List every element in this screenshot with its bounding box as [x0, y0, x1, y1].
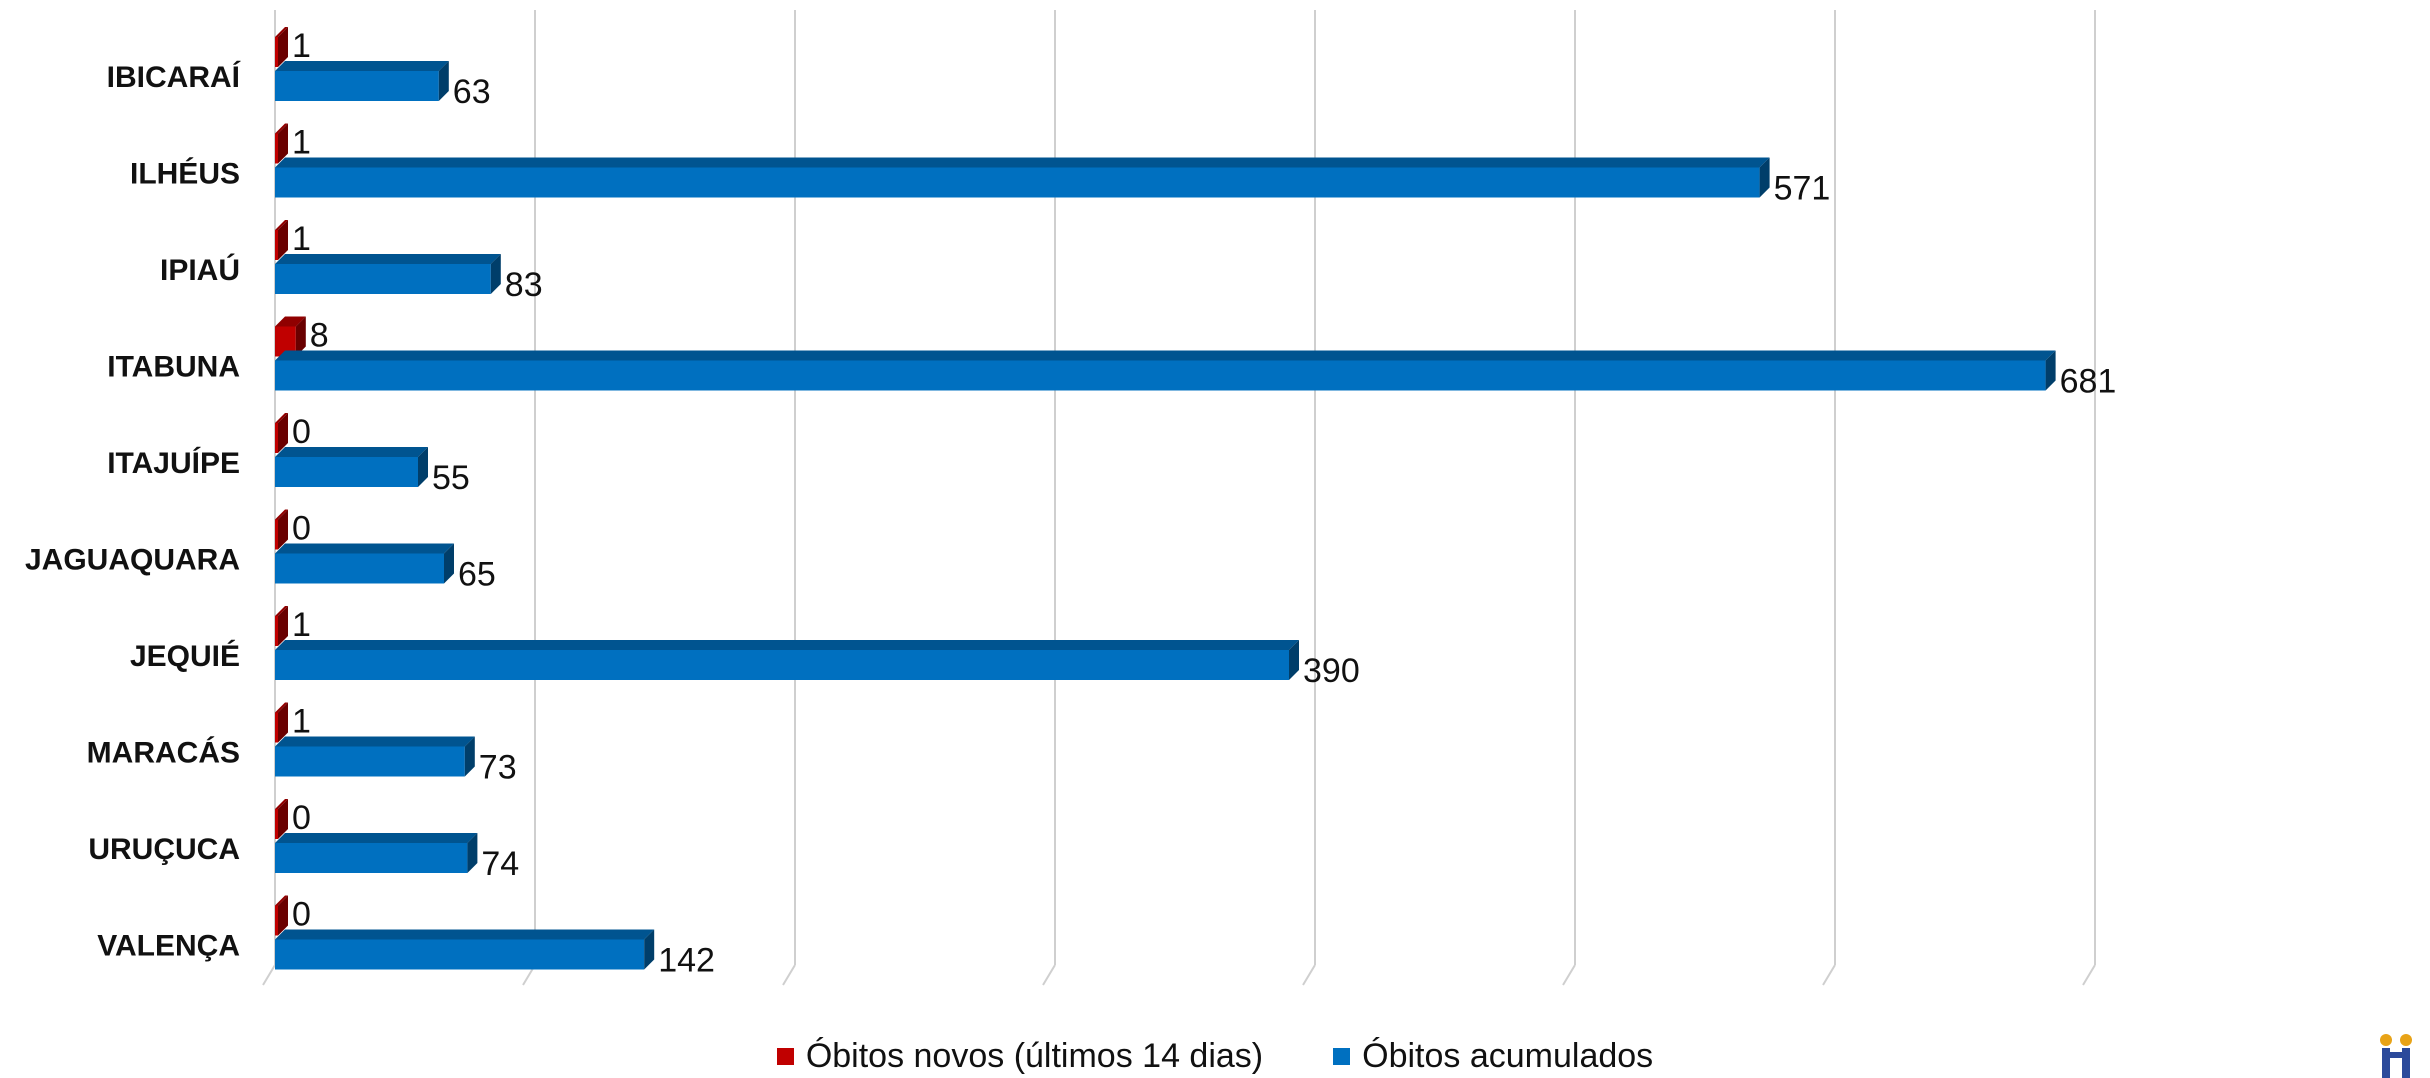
legend: Óbitos novos (últimos 14 dias) Óbitos ac…	[0, 1036, 2430, 1076]
data-label: 142	[658, 942, 715, 980]
gridline-floor-tick	[2082, 964, 2096, 986]
category-label: ITABUNA	[107, 351, 240, 384]
legend-item-new-deaths: Óbitos novos (últimos 14 dias)	[776, 1036, 1264, 1076]
category-label: ILHÉUS	[130, 157, 240, 191]
bar-new-deaths	[275, 123, 288, 164]
bar-chart: IBICARAÍ ILHÉUS IPIAÚ ITABUNA ITAJUÍPE JAGUAQ…	[25, 10, 2116, 986]
gridline-floor-tick	[1042, 964, 1056, 986]
category-label: MARACÁS	[87, 736, 240, 770]
data-label: 83	[505, 266, 543, 304]
bar-new-deaths	[275, 27, 288, 67]
legend-label-cumulative-deaths: Óbitos acumulados	[1362, 1036, 1654, 1075]
data-label: 390	[1303, 652, 1360, 690]
bar-cumulative-deaths	[275, 833, 478, 873]
data-label: 1	[292, 703, 311, 741]
bar-cumulative-deaths	[275, 350, 2056, 391]
gridlines	[262, 10, 2096, 986]
bar-new-deaths	[275, 799, 288, 839]
category-label: ITAJUÍPE	[107, 446, 240, 480]
data-label: 1	[292, 124, 311, 162]
gridline-floor-tick	[1562, 964, 1576, 986]
data-label: 63	[453, 73, 491, 111]
logo-icon	[2380, 1034, 2412, 1078]
bar-cumulative-deaths	[275, 543, 454, 584]
data-label: 73	[479, 749, 517, 787]
data-label: 0	[292, 896, 311, 934]
legend-label-new-deaths: Óbitos novos (últimos 14 dias)	[805, 1036, 1264, 1075]
gridline-floor-tick	[262, 964, 276, 986]
data-label: 74	[481, 845, 519, 883]
gridline-floor-tick	[1822, 964, 1836, 986]
data-label: 1	[292, 220, 311, 258]
bar-new-deaths	[275, 509, 288, 550]
category-label: IBICARAÍ	[107, 60, 241, 94]
bar-new-deaths	[275, 316, 306, 357]
legend-item-cumulative-deaths: Óbitos acumulados	[1333, 1037, 1653, 1076]
bar-new-deaths	[275, 895, 288, 936]
legend-swatch-new-deaths	[776, 1047, 794, 1065]
bar-new-deaths	[275, 606, 288, 646]
data-label: 681	[2060, 363, 2117, 401]
data-label: 8	[310, 317, 329, 355]
category-labels: IBICARAÍ ILHÉUS IPIAÚ ITABUNA ITAJUÍPE JAGUAQ…	[25, 60, 241, 963]
category-label: IPIAÚ	[160, 253, 240, 287]
bar-cumulative-deaths	[275, 254, 501, 294]
data-label: 55	[432, 459, 470, 497]
gridline-floor-tick	[782, 964, 796, 986]
bar-cumulative-deaths	[275, 61, 449, 101]
data-label: 571	[1774, 170, 1831, 208]
data-label: 65	[458, 556, 496, 594]
category-label: VALENÇA	[97, 930, 240, 963]
bar-cumulative-deaths	[275, 736, 475, 777]
bars: 1 63 1 571 1 83 8 681 0 55 0 65 1 390 1 73 0 74 0 142	[275, 27, 2116, 980]
bar-new-deaths	[275, 702, 288, 743]
data-label: 0	[292, 799, 311, 837]
category-label: URUÇUCA	[88, 833, 240, 866]
data-label: 0	[292, 413, 311, 451]
legend-swatch-cumulative-deaths	[1333, 1047, 1351, 1065]
bar-cumulative-deaths	[275, 447, 428, 487]
data-label: 1	[292, 27, 311, 65]
bar-cumulative-deaths	[275, 929, 655, 970]
category-label: JAGUAQUARA	[25, 544, 240, 577]
data-label: 1	[292, 606, 311, 644]
bar-new-deaths	[275, 413, 288, 453]
data-label: 0	[292, 510, 311, 548]
bar-cumulative-deaths	[275, 157, 1770, 198]
gridline-floor-tick	[1302, 964, 1316, 986]
category-label: JEQUIÉ	[130, 639, 240, 673]
bar-cumulative-deaths	[275, 640, 1299, 680]
bar-new-deaths	[275, 220, 288, 260]
